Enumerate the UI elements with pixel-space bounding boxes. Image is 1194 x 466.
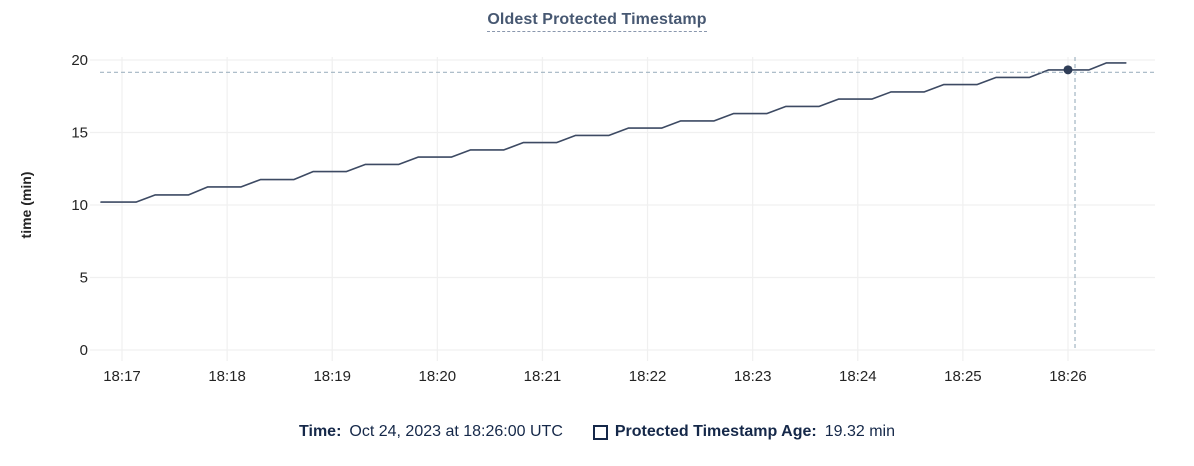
- y-tick-label: 0: [80, 342, 88, 359]
- chart-canvas[interactable]: 0 5 10 15 20 18:17 18:18 18:19 18:20 18:21 18:22 18…: [0, 0, 1194, 400]
- y-tick-label: 20: [71, 52, 88, 69]
- legend-series-value: 19.32 min: [824, 423, 895, 440]
- x-tick-label: 18:19: [313, 368, 351, 385]
- legend-time-item: Time: Oct 24, 2023 at 18:26:00 UTC: [299, 423, 563, 441]
- y-tick-label: 5: [80, 270, 88, 287]
- x-tick-label: 18:24: [839, 368, 877, 385]
- x-tick-label: 18:17: [103, 368, 141, 385]
- x-tick-label: 18:23: [734, 368, 772, 385]
- y-tick-label: 10: [71, 197, 88, 214]
- y-tick-label: 15: [71, 125, 88, 142]
- chart-title-tooltip-trigger[interactable]: Oldest Protected Timestamp: [487, 11, 707, 32]
- legend-series-toggle[interactable]: Protected Timestamp Age: 19.32 min: [592, 423, 895, 441]
- x-tick-label: 18:22: [629, 368, 667, 385]
- series-line: [100, 62, 1127, 203]
- chart-legend: Time: Oct 24, 2023 at 18:26:00 UTC Prote…: [0, 419, 1194, 445]
- x-tick-label: 18:25: [944, 368, 982, 385]
- hover-point: [1063, 65, 1073, 75]
- x-tick-label: 18:21: [524, 368, 562, 385]
- series-swatch-icon[interactable]: [592, 424, 608, 440]
- legend-time-value: Oct 24, 2023 at 18:26:00 UTC: [349, 423, 563, 440]
- x-tick-label: 18:18: [208, 368, 246, 385]
- y-axis-title: time (min): [18, 172, 34, 239]
- chart-title: Oldest Protected Timestamp: [0, 11, 1194, 32]
- legend-series-label: Protected Timestamp Age:: [614, 423, 817, 440]
- legend-time-label: Time:: [299, 423, 342, 440]
- x-tick-label: 18:20: [419, 368, 457, 385]
- x-tick-label: 18:26: [1049, 368, 1087, 385]
